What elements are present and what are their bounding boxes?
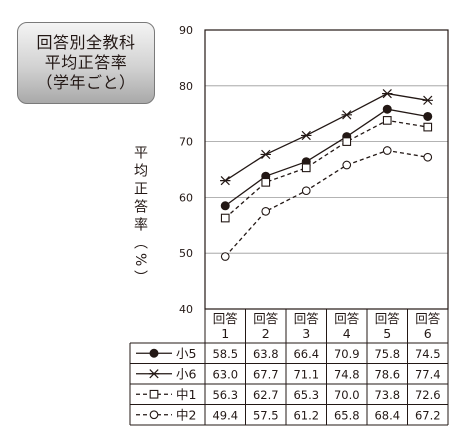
series-line-3 — [224, 119, 428, 219]
table-cell-s1-1: 58.5 — [212, 347, 238, 361]
category-label-4: 回答 4 — [334, 311, 360, 341]
series-line-4 — [224, 149, 428, 257]
table-cell-s4-1: 49.4 — [212, 408, 238, 422]
series-line-2 — [224, 92, 428, 182]
category-label-2: 回答 2 — [253, 311, 279, 341]
data-point-s2-4 — [341, 110, 352, 120]
legend-marker-3 — [149, 389, 159, 399]
table-cell-s1-4: 70.9 — [334, 347, 360, 361]
table-cell-s3-4: 70.0 — [334, 388, 360, 402]
legend-label-3: 中1 — [176, 387, 196, 402]
series-line-1 — [224, 108, 428, 207]
table-cell-s4-5: 68.4 — [374, 408, 400, 422]
legend-marker-1 — [149, 348, 159, 358]
table-cell-s2-2: 67.7 — [253, 367, 279, 381]
data-point-s3-1 — [220, 213, 230, 223]
data-point-s2-5 — [382, 88, 393, 99]
data-point-s1-5 — [382, 104, 392, 114]
legend-marker-4 — [149, 410, 159, 420]
data-point-s3-4 — [342, 137, 352, 146]
table-cell-s1-2: 63.8 — [253, 347, 279, 361]
table-cell-s3-1: 56.3 — [212, 388, 238, 402]
data-point-s4-3 — [301, 186, 311, 196]
table-cell-s1-3: 66.4 — [293, 347, 319, 361]
table-cell-s2-1: 63.0 — [212, 367, 238, 381]
data-point-s1-6 — [423, 111, 433, 121]
data-point-s1-1 — [220, 201, 230, 211]
y-tick-label-70: 70 — [179, 136, 193, 149]
y-tick-label-60: 60 — [179, 191, 193, 204]
table-cell-s4-3: 61.2 — [293, 408, 319, 422]
table-cell-s3-2: 62.7 — [253, 388, 279, 402]
table-cell-s3-5: 73.8 — [374, 388, 400, 402]
table-cell-s1-5: 75.8 — [374, 347, 400, 361]
data-point-s3-5 — [382, 116, 392, 125]
table-cell-s4-2: 57.5 — [253, 408, 279, 422]
y-tick-label-50: 50 — [179, 247, 193, 260]
data-point-s4-6 — [423, 152, 433, 162]
y-tick-label-80: 80 — [179, 80, 193, 93]
data-point-s4-1 — [220, 252, 230, 261]
category-label-5: 回答 5 — [375, 311, 401, 341]
legend-label-4: 中2 — [176, 407, 196, 422]
data-point-s2-1 — [220, 176, 231, 186]
legend-marker-2 — [148, 369, 160, 379]
table-cell-s4-6: 67.2 — [415, 408, 441, 422]
data-point-s4-4 — [342, 160, 352, 170]
table-cell-s2-5: 78.6 — [374, 367, 400, 381]
category-label-3: 回答 3 — [294, 311, 320, 341]
table-cell-s1-6: 74.5 — [415, 347, 441, 361]
data-point-s4-5 — [382, 146, 392, 155]
table-cell-s2-6: 77.4 — [415, 367, 441, 381]
data-point-s3-2 — [261, 177, 271, 187]
chart-title-line-2: 平均正答率 — [44, 53, 128, 72]
chart-title-line-3: （学年ごと） — [36, 73, 136, 92]
data-point-s3-3 — [301, 163, 311, 173]
table-cell-s3-3: 65.3 — [293, 388, 319, 402]
category-label-1: 回答 1 — [213, 311, 239, 341]
table-cell-s2-4: 74.8 — [334, 367, 360, 381]
legend-label-1: 小5 — [176, 346, 196, 361]
table-cell-s2-3: 71.1 — [293, 367, 319, 381]
data-point-s2-6 — [422, 95, 433, 105]
y-tick-label-90: 90 — [179, 24, 193, 37]
data-point-s3-6 — [423, 122, 433, 132]
table-cell-s4-4: 65.8 — [334, 408, 360, 422]
chart-title-line-1: 回答別全教科 — [36, 33, 136, 52]
category-label-6: 回答 6 — [415, 311, 441, 341]
data-point-s2-3 — [301, 130, 312, 141]
chart-title-badge: 回答別全教科 平均正答率 （学年ごと） — [17, 22, 155, 104]
y-tick-label-40: 40 — [179, 303, 193, 316]
legend-label-2: 小6 — [176, 366, 197, 381]
data-point-s2-2 — [260, 149, 271, 160]
data-point-s4-2 — [261, 207, 271, 216]
table-cell-s3-6: 72.6 — [415, 388, 441, 402]
y-axis-label: 平均正答率（%） — [132, 145, 148, 289]
